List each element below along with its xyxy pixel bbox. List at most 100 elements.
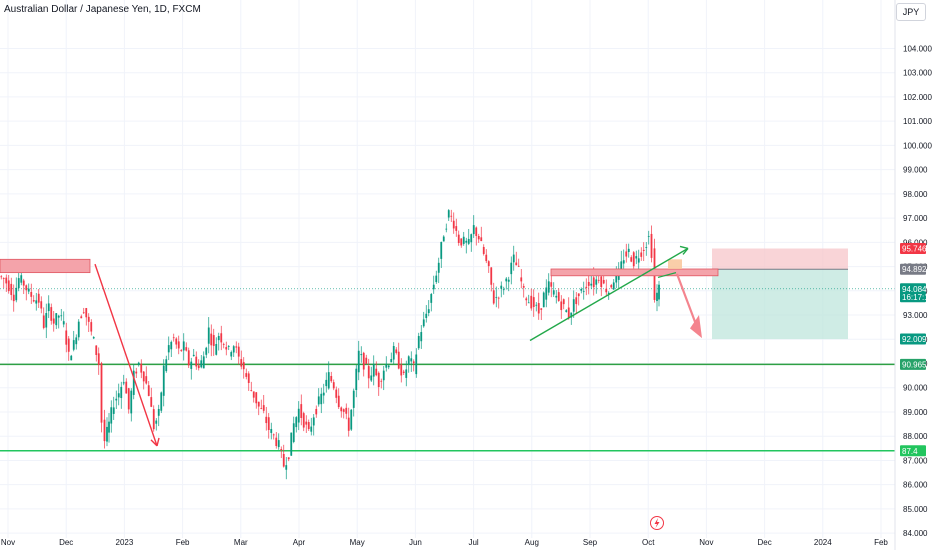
candle-body: [127, 388, 130, 410]
price-badge-label: 90.965: [902, 360, 927, 369]
price-badge-label: 94.892: [902, 265, 927, 274]
candle-body: [92, 337, 95, 339]
candle-body: [135, 371, 138, 374]
candle-body: [305, 421, 308, 425]
candle-body: [597, 279, 600, 281]
candle-body: [117, 393, 120, 398]
candle-body: [402, 371, 405, 373]
candle-body: [335, 389, 338, 398]
candle-body: [390, 359, 393, 363]
candle-body: [15, 287, 18, 301]
candle-body: [465, 240, 468, 243]
candle-body: [267, 417, 270, 430]
candle-body: [57, 315, 60, 318]
candle-body: [155, 420, 158, 424]
candle-body: [82, 312, 85, 314]
x-tick-label: 2023: [116, 538, 134, 547]
candle-body: [620, 261, 623, 272]
candle-body: [232, 346, 235, 353]
candle-body: [210, 333, 213, 346]
candle-body: [642, 249, 645, 251]
x-axis: Nov Dec 2023 Feb Mar Apr May Jun Jul Aug Sep Oct Nov…: [1, 538, 889, 547]
x-tick-label: Aug: [525, 538, 539, 547]
candle-body: [60, 315, 63, 317]
candle-body: [350, 409, 353, 430]
candle-body: [450, 215, 453, 217]
candle-body: [382, 370, 385, 381]
candle-body: [150, 397, 153, 407]
candle-body: [482, 246, 485, 254]
candle-body: [130, 390, 133, 414]
candle-body: [512, 254, 515, 263]
candle-body: [360, 354, 363, 356]
candle-body: [160, 392, 163, 411]
candle-body: [420, 332, 423, 342]
candle-body: [20, 275, 23, 283]
candle-body: [7, 280, 10, 292]
candle-body: [327, 372, 330, 389]
y-tick-label: 104.000: [903, 44, 932, 53]
candle-body: [535, 304, 538, 306]
y-tick-label: 90.000: [903, 384, 928, 393]
candle-body: [100, 363, 103, 423]
candle-body: [40, 301, 43, 309]
candle-body: [658, 284, 660, 300]
candle-body: [352, 390, 355, 408]
candle-body: [140, 363, 143, 373]
candle-body: [592, 277, 595, 288]
candle-body: [27, 288, 30, 292]
candle-body: [517, 265, 520, 267]
candle-body: [467, 238, 470, 244]
x-tick-label: Feb: [874, 538, 888, 547]
price-badge-label: 94.084: [902, 285, 927, 294]
candle-body: [12, 294, 15, 302]
candle-body: [565, 310, 568, 312]
candle-body: [162, 365, 165, 396]
x-tick-label: Oct: [642, 538, 655, 547]
candle-body: [322, 392, 325, 396]
candle-body: [525, 298, 528, 301]
candle-body: [572, 299, 575, 312]
candle-body: [257, 401, 260, 407]
y-tick-label: 98.000: [903, 190, 928, 199]
candle-body: [142, 371, 145, 382]
candle-body: [245, 373, 248, 377]
candle-body: [240, 359, 243, 367]
candle-body: [547, 281, 550, 293]
candle-body: [545, 287, 548, 300]
candle-body: [307, 422, 310, 430]
candle-body: [182, 341, 185, 351]
candle-body: [355, 368, 358, 391]
candle-body: [627, 248, 630, 253]
candle-body: [515, 262, 518, 266]
candle-body: [217, 336, 220, 341]
candle-body: [122, 382, 125, 384]
candle-body: [77, 321, 80, 338]
entry-highlight: [668, 259, 682, 269]
candle-body: [110, 407, 113, 424]
horizontal-levels: [0, 288, 895, 452]
candle-body: [97, 353, 100, 366]
candle-body: [365, 357, 368, 364]
candle-body: [190, 361, 193, 369]
candle-body: [250, 390, 253, 391]
lightning-icon[interactable]: [650, 516, 664, 530]
candle-body: [377, 372, 380, 388]
candle-body: [422, 319, 425, 327]
candle-body: [442, 236, 445, 242]
candle-body: [280, 449, 283, 451]
price-badge: [900, 242, 926, 254]
candle-body: [607, 292, 610, 295]
candle-body: [435, 275, 438, 283]
candle-body: [30, 291, 33, 297]
price-badge: [900, 283, 926, 303]
price-badge-sub: 16:17:14: [902, 293, 932, 302]
currency-button[interactable]: JPY: [896, 3, 926, 21]
price-badge-label: 95.746: [902, 244, 927, 253]
candle-body: [477, 236, 480, 240]
candle-body: [320, 393, 323, 405]
candle-body: [397, 351, 400, 369]
candle-body: [437, 262, 440, 273]
candle-body: [577, 293, 580, 297]
